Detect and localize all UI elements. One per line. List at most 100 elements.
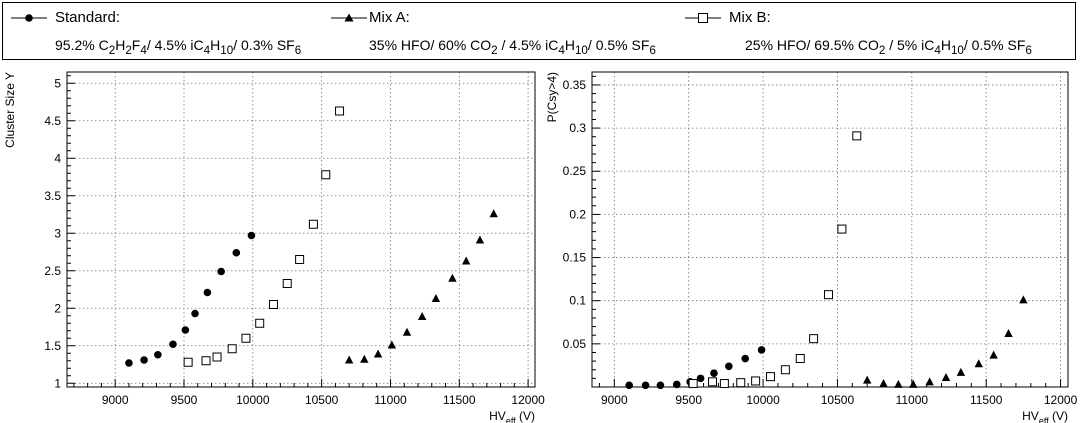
y-axis-title: Cluster Size Y — [3, 72, 17, 148]
point-standard — [247, 231, 256, 240]
point-standard — [725, 362, 733, 371]
open-square-marker-icon — [685, 13, 721, 23]
point-mix-a — [956, 367, 966, 376]
point-mix-b — [688, 379, 698, 389]
x-tick-label: 11000 — [374, 393, 407, 407]
point-mix-a — [1004, 328, 1013, 337]
point-mix-b — [183, 357, 193, 367]
point-mix-a — [431, 294, 441, 302]
legend-label-mix-a: Mix A: — [369, 9, 410, 26]
point-mix-a — [402, 327, 412, 336]
x-tick-label: 9000 — [102, 393, 129, 407]
point-mix-a — [489, 209, 498, 218]
point-mix-a — [1019, 295, 1028, 304]
point-mix-a — [989, 350, 998, 359]
legend-label-standard: Standard: — [55, 9, 121, 26]
point-standard — [125, 359, 133, 367]
point-standard — [191, 309, 199, 318]
y-tick-label: 4.5 — [44, 114, 61, 128]
point-mix-b — [295, 255, 305, 264]
x-tick-label: 9000 — [601, 393, 628, 407]
point-mix-a — [925, 377, 934, 386]
point-mix-a — [461, 256, 471, 265]
point-mix-b — [852, 131, 862, 141]
point-mix-a — [862, 375, 872, 384]
x-axis-title: HVeff (V) — [489, 409, 535, 423]
point-standard — [656, 381, 665, 390]
x-tick-label: 10000 — [746, 393, 780, 407]
point-mix-b — [795, 354, 805, 364]
point-mix-a — [879, 379, 888, 388]
cluster-size-chart: 9000 9500 10000 10500 11000 11500 12000 1 1.5 2 2.… — [3, 71, 545, 423]
point-mix-b — [766, 372, 775, 382]
x-tick-label: 12000 — [1044, 393, 1078, 407]
point-standard — [181, 326, 190, 334]
plot-frame — [66, 71, 536, 388]
point-mix-b — [780, 365, 790, 375]
x-tick-label: 10500 — [821, 393, 855, 407]
point-mix-b — [751, 376, 761, 386]
y-tick-label: 2 — [54, 301, 61, 315]
point-mix-a — [974, 359, 983, 368]
x-tick-label: 10000 — [236, 393, 270, 407]
x-axis-title: HVeff (V) — [1022, 409, 1068, 423]
point-standard — [140, 356, 148, 364]
x-tick-label: 11500 — [970, 393, 1003, 407]
y-tick-label: 0.3 — [569, 121, 586, 135]
point-standard — [672, 380, 681, 389]
y-tick-label: 0.05 — [563, 337, 587, 351]
x-tick-label: 11500 — [443, 393, 476, 407]
point-mix-a — [344, 355, 354, 364]
point-mix-b — [719, 379, 729, 389]
point-standard — [757, 346, 766, 354]
point-mix-b — [212, 352, 222, 362]
point-mix-b — [824, 290, 834, 300]
circle-marker-icon — [11, 14, 47, 22]
point-mix-b — [335, 106, 345, 116]
point-mix-a — [941, 373, 951, 382]
point-mix-b — [268, 300, 278, 309]
x-tick-label: 9500 — [171, 393, 198, 407]
point-mix-b — [201, 356, 211, 366]
point-mix-b — [255, 318, 265, 328]
triangle-marker-icon — [331, 13, 367, 22]
point-mix-a — [894, 379, 903, 388]
point-mix-a — [360, 354, 369, 363]
point-mix-b — [321, 170, 331, 180]
plot-frame — [591, 71, 1069, 388]
legend-composition-standard: 95.2% C2H2F4/ 4.5% iC4H10/ 0.3% SF6 — [55, 37, 302, 57]
y-tick-label: 1 — [54, 376, 61, 390]
point-mix-a — [373, 349, 383, 358]
point-standard — [203, 288, 212, 297]
point-mix-b — [308, 219, 318, 229]
legend-composition-mix-a: 35% HFO/ 60% CO2 / 4.5% iC4H10/ 0.5% SF6 — [369, 37, 656, 57]
point-mix-b — [809, 334, 819, 344]
y-tick-label: 2.5 — [44, 264, 61, 278]
legend: Standard: 95.2% C2H2F4/ 4.5% iC4H10/ 0.3… — [2, 2, 1076, 60]
y-tick-label: 0.15 — [563, 251, 587, 265]
y-tick-label: 0.1 — [569, 294, 586, 308]
y-axis-title: P(Csy>4) — [545, 72, 559, 122]
y-tick-label: 3.5 — [44, 189, 61, 203]
point-mix-a — [387, 340, 397, 349]
y-tick-label: 5 — [54, 76, 61, 90]
point-mix-b — [707, 377, 717, 387]
charts-area: 9000 9500 10000 10500 11000 11500 12000 1 1.5 2 2.… — [3, 71, 1078, 423]
point-standard — [217, 267, 225, 276]
point-mix-b — [282, 279, 292, 288]
point-standard — [154, 350, 162, 359]
y-tick-label: 3 — [54, 226, 61, 240]
point-mix-b — [736, 378, 746, 388]
point-mix-b — [837, 224, 847, 234]
legend-label-mix-b: Mix B: — [729, 9, 771, 26]
point-standard — [710, 369, 718, 377]
point-standard — [641, 381, 650, 390]
point-mix-a — [475, 235, 485, 244]
x-tick-label: 9500 — [675, 393, 702, 407]
point-mix-b — [241, 333, 251, 343]
point-mix-a — [909, 379, 918, 388]
point-mix-a — [448, 273, 457, 282]
point-standard — [696, 374, 705, 383]
probability-chart: 9000 9500 10000 10500 11000 11500 12000 0.05 0.1… — [545, 71, 1078, 423]
point-mix-a — [417, 312, 427, 320]
